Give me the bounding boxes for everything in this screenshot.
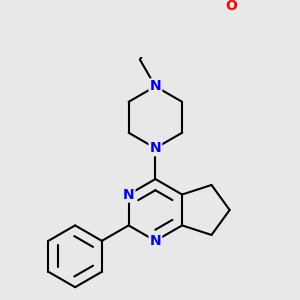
Text: N: N bbox=[150, 141, 161, 155]
Text: O: O bbox=[225, 0, 237, 13]
Text: N: N bbox=[150, 234, 161, 248]
Text: N: N bbox=[150, 80, 161, 93]
Text: N: N bbox=[123, 188, 134, 202]
